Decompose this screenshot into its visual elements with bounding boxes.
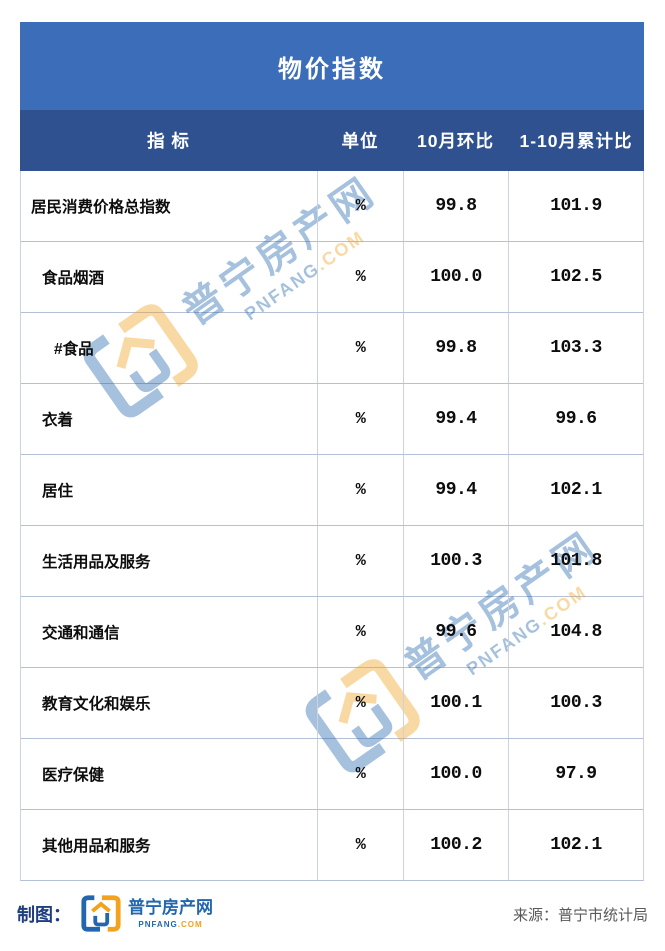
unit-cell: % [317,597,403,667]
table-row: 医疗保健 % 100.0 97.9 [21,738,643,809]
indicator-cell: 居民消费价格总指数 [31,199,171,216]
column-header-unit: 单位 [341,131,379,151]
indicator-cell: 生活用品及服务 [42,554,151,571]
table-row: 衣着 % 99.4 99.6 [21,383,643,454]
footer: 制图： 普宁房产网 PNFANG.COM 来源：普宁市统计局 [17,888,648,940]
unit-cell: % [317,384,403,454]
table-header: 指 标 单位 10月环比 1-10月累计比 [20,110,644,171]
column-header-cumulative: 1-10月累计比 [519,131,633,151]
data-source-text: 来源：普宁市统计局 [512,906,648,924]
mom-value-cell: 100.0 [403,739,508,809]
indicator-cell: 其他用品和服务 [42,838,151,855]
table-body: 居民消费价格总指数 % 99.8 101.9 食品烟酒 % 100.0 102.… [20,171,644,881]
cumulative-value-cell: 103.3 [508,313,643,383]
mom-value-cell: 99.6 [403,597,508,667]
house-logo-icon [80,893,122,935]
indicator-cell: 居住 [42,483,74,500]
table-row: 生活用品及服务 % 100.3 101.8 [21,525,643,596]
cumulative-value-cell: 102.1 [508,455,643,525]
cumulative-value-cell: 100.3 [508,668,643,738]
mom-value-cell: 100.1 [403,668,508,738]
unit-cell: % [317,455,403,525]
indicator-cell: 医疗保健 [42,767,105,784]
mom-value-cell: 100.2 [403,810,508,880]
unit-cell: % [317,739,403,809]
cumulative-value-cell: 99.6 [508,384,643,454]
cumulative-value-cell: 97.9 [508,739,643,809]
mom-value-cell: 99.4 [403,384,508,454]
indicator-cell: 衣着 [42,412,74,429]
table-title: 物价指数 [20,22,644,110]
cumulative-value-cell: 101.8 [508,526,643,596]
table-row: 教育文化和娱乐 % 100.1 100.3 [21,667,643,738]
indicator-cell: 交通和通信 [42,625,120,642]
site-logo: 普宁房产网 PNFANG.COM [80,893,213,935]
unit-cell: % [317,810,403,880]
table-row: 其他用品和服务 % 100.2 102.1 [21,809,643,880]
unit-cell: % [317,313,403,383]
mom-value-cell: 100.3 [403,526,508,596]
site-logo-domain: PNFANG.COM [138,919,203,929]
unit-cell: % [317,668,403,738]
mom-value-cell: 99.8 [403,313,508,383]
cumulative-value-cell: 104.8 [508,597,643,667]
cumulative-value-cell: 102.5 [508,242,643,312]
table-row: 交通和通信 % 99.6 104.8 [21,596,643,667]
site-logo-name: 普宁房产网 [128,898,213,918]
unit-cell: % [317,242,403,312]
table-row: 食品烟酒 % 100.0 102.5 [21,241,643,312]
table-row: #食品 % 99.8 103.3 [21,312,643,383]
mom-value-cell: 99.8 [403,171,508,241]
unit-cell: % [317,526,403,596]
mom-value-cell: 100.0 [403,242,508,312]
indicator-cell: 食品烟酒 [42,270,105,287]
cumulative-value-cell: 102.1 [508,810,643,880]
made-by-label: 制图： [17,905,71,925]
indicator-cell: #食品 [54,341,94,358]
indicator-cell: 教育文化和娱乐 [42,696,151,713]
cumulative-value-cell: 101.9 [508,171,643,241]
table-row: 居民消费价格总指数 % 99.8 101.9 [21,171,643,241]
column-header-mom: 10月环比 [417,131,494,151]
unit-cell: % [317,171,403,241]
column-header-indicator: 指 标 [147,131,190,151]
price-index-table: 物价指数 指 标 单位 10月环比 1-10月累计比 居民消费价格总指数 % 9… [20,22,644,881]
table-row: 居住 % 99.4 102.1 [21,454,643,525]
mom-value-cell: 99.4 [403,455,508,525]
